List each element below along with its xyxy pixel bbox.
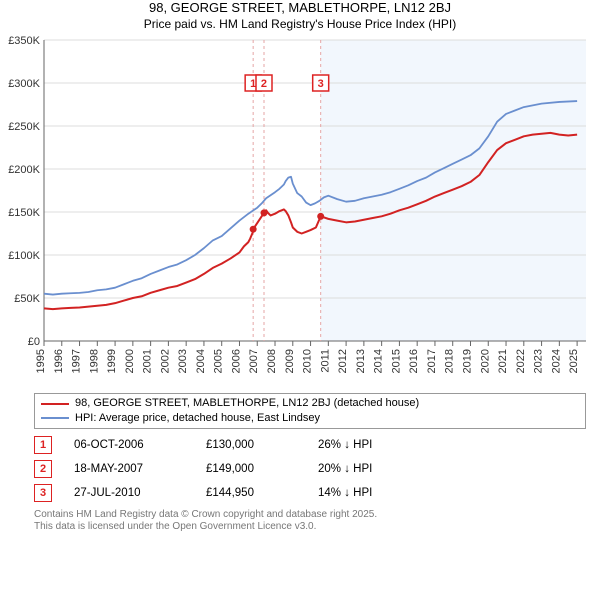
svg-text:2017: 2017: [426, 349, 438, 373]
price-chart: £0 £50K £100K £150K £200K £250K £300K £350K 1995…: [0, 34, 600, 389]
svg-text:2003: 2003: [177, 349, 189, 373]
sales-table: 1 06-OCT-2006 £130,000 26% ↓ HPI 2 18-MAY-200…: [34, 433, 586, 505]
svg-text:1997: 1997: [71, 349, 83, 373]
chart-subtitle: Price paid vs. HM Land Registry's House …: [0, 17, 600, 33]
svg-text:2021: 2021: [497, 349, 509, 373]
attr-line2: This data is licensed under the Open Gov…: [34, 521, 586, 534]
svg-text:2002: 2002: [159, 349, 171, 373]
svg-text:2020: 2020: [479, 349, 491, 373]
svg-text:2011: 2011: [319, 349, 331, 373]
attribution: Contains HM Land Registry data © Crown c…: [34, 509, 586, 534]
svg-text:2018: 2018: [444, 349, 456, 373]
legend-box: 98, GEORGE STREET, MABLETHORPE, LN12 2BJ…: [34, 393, 586, 428]
svg-text:2019: 2019: [461, 349, 473, 373]
svg-text:1999: 1999: [106, 349, 118, 373]
attr-line1: Contains HM Land Registry data © Crown c…: [34, 509, 586, 522]
svg-text:2008: 2008: [266, 349, 278, 373]
svg-text:2007: 2007: [248, 349, 260, 373]
svg-text:2014: 2014: [373, 349, 385, 373]
legend-swatch: [41, 417, 69, 419]
legend-label: 98, GEORGE STREET, MABLETHORPE, LN12 2BJ…: [75, 397, 419, 410]
svg-text:£250K: £250K: [8, 121, 40, 133]
svg-text:2010: 2010: [302, 349, 314, 373]
svg-text:£200K: £200K: [8, 164, 40, 176]
sale-date: 18-MAY-2007: [74, 463, 184, 475]
svg-text:1995: 1995: [35, 349, 47, 373]
svg-text:2022: 2022: [515, 349, 527, 373]
svg-text:£0: £0: [28, 336, 40, 348]
sale-price: £149,000: [206, 463, 296, 475]
svg-text:2006: 2006: [230, 349, 242, 373]
svg-text:£50K: £50K: [14, 293, 40, 305]
svg-text:2001: 2001: [142, 349, 154, 373]
sale-price: £130,000: [206, 439, 296, 451]
sale-price: £144,950: [206, 487, 296, 499]
svg-text:2000: 2000: [124, 349, 136, 373]
sale-hpi: 20% ↓ HPI: [318, 463, 372, 475]
svg-text:2016: 2016: [408, 349, 420, 373]
legend-row: HPI: Average price, detached house, East…: [41, 412, 579, 425]
sale-row: 1 06-OCT-2006 £130,000 26% ↓ HPI: [34, 433, 586, 457]
sale-row: 3 27-JUL-2010 £144,950 14% ↓ HPI: [34, 481, 586, 505]
svg-text:2012: 2012: [337, 349, 349, 373]
svg-text:2: 2: [261, 78, 267, 90]
svg-text:2004: 2004: [195, 349, 207, 373]
svg-text:2015: 2015: [390, 349, 402, 373]
chart-title: 98, GEORGE STREET, MABLETHORPE, LN12 2BJ: [0, 0, 600, 17]
svg-text:1998: 1998: [88, 349, 100, 373]
sale-marker-box: 3: [34, 484, 52, 502]
sale-date: 06-OCT-2006: [74, 439, 184, 451]
svg-text:1996: 1996: [53, 349, 65, 373]
svg-text:2005: 2005: [213, 349, 225, 373]
legend-swatch: [41, 403, 69, 405]
svg-text:£150K: £150K: [8, 207, 40, 219]
sale-marker-box: 1: [34, 436, 52, 454]
legend-row: 98, GEORGE STREET, MABLETHORPE, LN12 2BJ…: [41, 397, 579, 410]
sale-marker-box: 2: [34, 460, 52, 478]
svg-text:2025: 2025: [568, 349, 580, 373]
svg-text:£100K: £100K: [8, 250, 40, 262]
svg-text:2023: 2023: [533, 349, 545, 373]
svg-text:2009: 2009: [284, 349, 296, 373]
svg-text:£350K: £350K: [8, 35, 40, 47]
svg-text:3: 3: [318, 78, 324, 90]
sale-hpi: 26% ↓ HPI: [318, 439, 372, 451]
sale-hpi: 14% ↓ HPI: [318, 487, 372, 499]
sale-row: 2 18-MAY-2007 £149,000 20% ↓ HPI: [34, 457, 586, 481]
svg-text:2024: 2024: [550, 349, 562, 373]
svg-text:2013: 2013: [355, 349, 367, 373]
sale-date: 27-JUL-2010: [74, 487, 184, 499]
legend-label: HPI: Average price, detached house, East…: [75, 412, 320, 425]
svg-text:£300K: £300K: [8, 78, 40, 90]
